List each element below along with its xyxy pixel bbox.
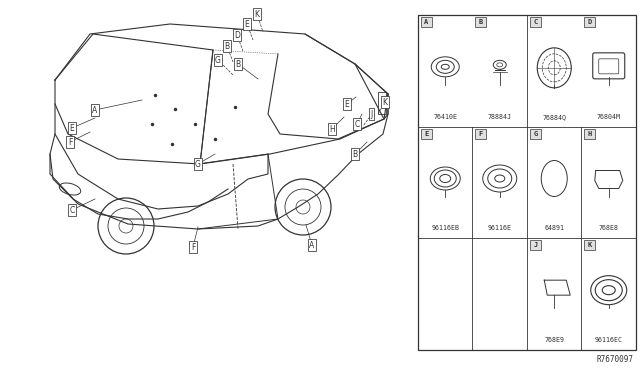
Text: B: B <box>236 60 241 68</box>
Bar <box>530 17 541 27</box>
Text: K: K <box>255 10 259 19</box>
Text: 768E8: 768E8 <box>599 225 619 231</box>
Text: F: F <box>191 243 195 251</box>
Text: G: G <box>215 55 221 64</box>
Text: 76410E: 76410E <box>433 114 457 120</box>
Text: J: J <box>371 109 373 119</box>
Text: C: C <box>355 119 360 128</box>
Bar <box>421 17 432 27</box>
Bar <box>584 17 595 27</box>
Text: 96116EC: 96116EC <box>595 337 623 343</box>
Text: 96116EB: 96116EB <box>431 225 460 231</box>
Text: A: A <box>309 241 315 250</box>
Text: H: H <box>588 131 592 137</box>
Text: B: B <box>225 42 230 51</box>
Text: C: C <box>69 205 75 215</box>
Text: E: E <box>424 131 429 137</box>
Bar <box>530 240 541 250</box>
Text: G: G <box>533 131 538 137</box>
Bar <box>476 129 486 139</box>
Text: F: F <box>68 138 72 147</box>
Text: J: J <box>533 242 538 248</box>
Text: H: H <box>329 125 335 134</box>
Text: R7670097: R7670097 <box>597 355 634 364</box>
Text: 64891: 64891 <box>544 225 564 231</box>
Text: C: C <box>533 19 538 25</box>
Text: D: D <box>588 19 592 25</box>
Text: 96116E: 96116E <box>488 225 512 231</box>
Text: 768E9: 768E9 <box>544 337 564 343</box>
Text: B: B <box>353 150 358 158</box>
Bar <box>418 15 636 350</box>
Text: E: E <box>70 124 74 132</box>
Text: 76884Q: 76884Q <box>542 114 566 120</box>
Text: E: E <box>344 99 349 109</box>
Text: E: E <box>244 19 250 29</box>
Text: 76804M: 76804M <box>596 114 621 120</box>
Text: B: B <box>479 19 483 25</box>
Text: K: K <box>383 97 387 106</box>
Bar <box>530 129 541 139</box>
Bar <box>476 17 486 27</box>
Text: G: G <box>195 160 201 169</box>
Text: K: K <box>588 242 592 248</box>
Text: 78884J: 78884J <box>488 114 512 120</box>
Bar <box>421 129 432 139</box>
Text: A: A <box>92 106 98 115</box>
Bar <box>584 240 595 250</box>
Text: F: F <box>479 131 483 137</box>
Text: A: A <box>424 19 429 25</box>
Bar <box>584 129 595 139</box>
Text: D: D <box>234 31 240 39</box>
Bar <box>378 92 386 114</box>
